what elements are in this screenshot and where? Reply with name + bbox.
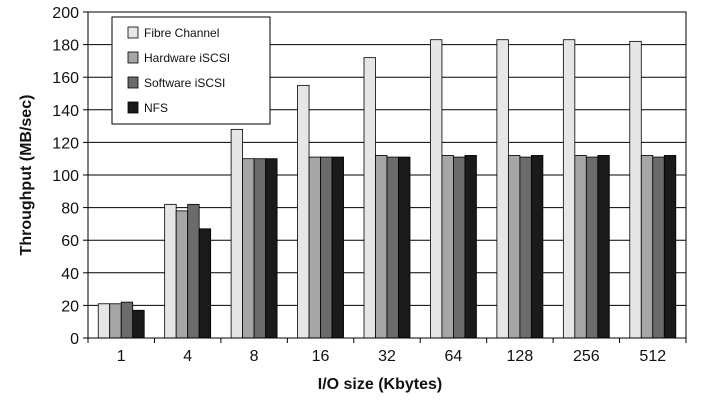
bar-nfs-64 bbox=[464, 155, 477, 339]
legend-label: Software iSCSI bbox=[144, 76, 225, 90]
x-tick-label: 64 bbox=[445, 348, 463, 365]
x-tick-label: 256 bbox=[573, 348, 600, 365]
bar-fibre-channel-512 bbox=[629, 40, 642, 339]
bar-fibre-channel-256 bbox=[562, 39, 576, 339]
y-tick-label: 120 bbox=[52, 135, 79, 152]
legend-label: NFS bbox=[144, 101, 168, 115]
bar-fibre-channel-8 bbox=[230, 128, 244, 339]
legend-label: Fibre Channel bbox=[144, 26, 219, 40]
bar-software-iscsi-128 bbox=[519, 156, 532, 339]
bar-hardware-iscsi-4 bbox=[175, 210, 189, 339]
bar-hardware-iscsi-64 bbox=[441, 155, 454, 339]
bar-software-iscsi-16 bbox=[320, 156, 333, 339]
bar-nfs-256 bbox=[597, 155, 610, 339]
bar-software-iscsi-1 bbox=[120, 301, 134, 339]
x-tick-labels: 1 4 8 16 32 64 128 256 512 bbox=[117, 348, 666, 365]
y-tick-label: 60 bbox=[61, 233, 79, 250]
legend-swatch bbox=[127, 101, 139, 114]
x-tick-label: 512 bbox=[639, 348, 666, 365]
legend-swatch bbox=[127, 76, 139, 89]
bar-software-iscsi-256 bbox=[585, 156, 599, 339]
bar-nfs-16 bbox=[331, 156, 344, 339]
x-tick-label: 32 bbox=[378, 348, 396, 365]
bar-hardware-iscsi-8 bbox=[242, 158, 255, 339]
x-axis-title: I/O size (Kbytes) bbox=[318, 376, 442, 393]
bar-software-iscsi-4 bbox=[187, 203, 200, 339]
x-tick-label: 1 bbox=[117, 348, 126, 365]
bar-nfs-32 bbox=[398, 156, 411, 339]
legend-swatch bbox=[127, 51, 139, 64]
y-tick-label: 160 bbox=[52, 70, 79, 87]
bar-software-iscsi-512 bbox=[652, 156, 665, 339]
y-tick-label: 80 bbox=[61, 201, 79, 218]
bar-nfs-512 bbox=[663, 155, 677, 339]
bar-nfs-4 bbox=[198, 228, 212, 339]
bars bbox=[97, 39, 677, 339]
bar-hardware-iscsi-512 bbox=[640, 155, 654, 339]
bar-fibre-channel-1 bbox=[97, 303, 111, 339]
bar-hardware-iscsi-128 bbox=[507, 155, 521, 339]
x-tick-label: 16 bbox=[312, 348, 330, 365]
bar-software-iscsi-8 bbox=[253, 158, 267, 339]
bar-hardware-iscsi-32 bbox=[375, 155, 388, 339]
y-tick-label: 0 bbox=[70, 331, 79, 348]
axes bbox=[83, 11, 687, 343]
y-tick-label: 180 bbox=[52, 38, 79, 55]
bar-hardware-iscsi-16 bbox=[308, 156, 321, 339]
bar-fibre-channel-4 bbox=[164, 203, 177, 339]
y-tick-label: 100 bbox=[52, 168, 79, 185]
y-axis-title: Throughput (MB/sec) bbox=[18, 95, 35, 256]
x-tick-label: 8 bbox=[250, 348, 259, 365]
x-tick-label: 128 bbox=[507, 348, 534, 365]
y-tick-label: 140 bbox=[52, 103, 79, 120]
bar-fibre-channel-128 bbox=[496, 39, 509, 339]
y-tick-label: 20 bbox=[61, 298, 79, 315]
y-tick-label: 40 bbox=[61, 266, 79, 283]
bar-hardware-iscsi-1 bbox=[109, 303, 122, 339]
bar-fibre-channel-32 bbox=[363, 57, 376, 339]
bar-software-iscsi-32 bbox=[386, 156, 399, 339]
legend-label: Hardware iSCSI bbox=[144, 51, 230, 65]
legend-swatch bbox=[127, 26, 139, 39]
bar-nfs-1 bbox=[132, 309, 145, 339]
bar-fibre-channel-16 bbox=[297, 84, 310, 339]
plot-frame bbox=[87, 11, 687, 339]
bar-nfs-128 bbox=[530, 155, 544, 339]
y-tick-labels: 0 20 40 60 80 100 120 140 160 180 200 bbox=[52, 5, 79, 348]
bar-hardware-iscsi-256 bbox=[574, 155, 587, 339]
x-tick-label: 4 bbox=[183, 348, 192, 365]
bar-fibre-channel-64 bbox=[430, 39, 443, 339]
y-tick-label: 200 bbox=[52, 5, 79, 22]
bar-software-iscsi-64 bbox=[453, 156, 466, 339]
bar-nfs-8 bbox=[265, 158, 278, 339]
legend: Fibre Channel Hardware iSCSI Software iSCS… bbox=[111, 16, 271, 125]
